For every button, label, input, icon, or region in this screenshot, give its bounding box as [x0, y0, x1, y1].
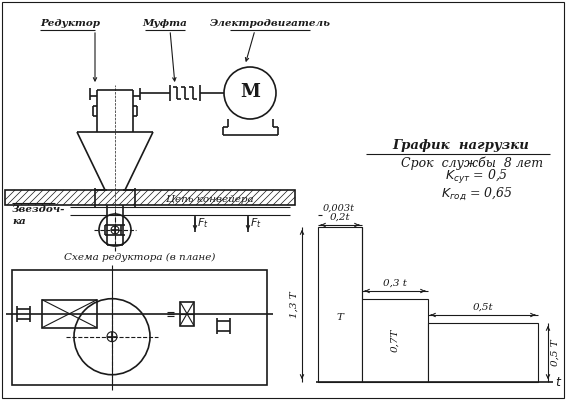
Text: Муфта: Муфта: [143, 19, 187, 28]
Text: 0,3 t: 0,3 t: [383, 279, 407, 288]
Text: $F_t$: $F_t$: [197, 216, 209, 230]
Text: 0,003t: 0,003t: [323, 204, 355, 213]
Bar: [428, 323, 538, 382]
Text: T: T: [337, 313, 344, 322]
Text: График  нагрузки: График нагрузки: [393, 139, 529, 152]
Text: Редуктор: Редуктор: [40, 19, 100, 28]
Text: 0,2t: 0,2t: [329, 213, 350, 222]
Text: Схема редуктора (в плане): Схема редуктора (в плане): [64, 253, 215, 262]
Text: ка: ка: [12, 217, 25, 226]
Text: Цепь конвейера: Цепь конвейера: [166, 195, 254, 204]
Text: $K_{год}$ = 0,65: $K_{год}$ = 0,65: [441, 185, 513, 202]
Text: 0,5t: 0,5t: [473, 303, 494, 312]
Bar: [12, 270, 267, 385]
Text: M: M: [240, 83, 260, 101]
Text: 0,5 T: 0,5 T: [551, 339, 560, 366]
Text: 1,3 T: 1,3 T: [290, 291, 299, 318]
Text: $K_{сут}$ = 0,5: $K_{сут}$ = 0,5: [445, 168, 509, 186]
Bar: [5, 190, 295, 205]
Text: $t$: $t$: [555, 376, 562, 388]
Text: Звездоч-: Звездоч-: [12, 205, 66, 214]
Bar: [42, 300, 97, 328]
Text: 0,7T: 0,7T: [391, 329, 400, 352]
Text: Электродвигатель: Электродвигатель: [209, 19, 331, 28]
Text: Срок  службы  8 лет: Срок службы 8 лет: [401, 156, 543, 170]
Bar: [362, 299, 428, 382]
Bar: [318, 227, 362, 382]
Bar: [180, 302, 194, 326]
Text: $F_t$: $F_t$: [250, 216, 261, 230]
